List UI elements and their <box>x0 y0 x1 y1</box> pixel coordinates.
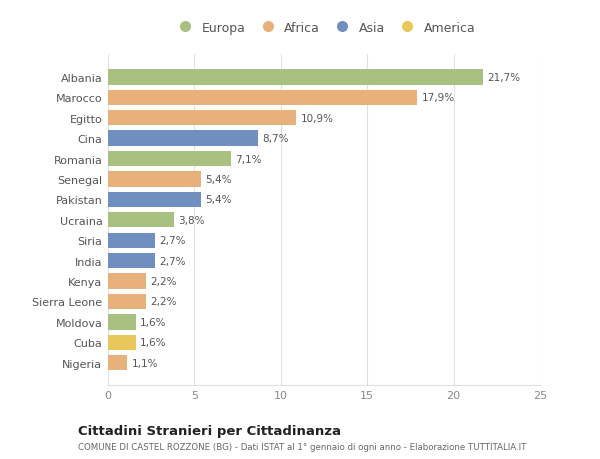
Bar <box>108 253 155 269</box>
Bar <box>108 111 296 126</box>
Text: 1,6%: 1,6% <box>140 317 166 327</box>
Bar <box>108 233 155 248</box>
Bar <box>108 274 146 289</box>
Text: 1,6%: 1,6% <box>140 337 166 347</box>
Bar <box>108 192 202 207</box>
Text: 17,9%: 17,9% <box>422 93 455 103</box>
Text: 2,2%: 2,2% <box>151 297 177 307</box>
Text: COMUNE DI CASTEL ROZZONE (BG) - Dati ISTAT al 1° gennaio di ogni anno - Elaboraz: COMUNE DI CASTEL ROZZONE (BG) - Dati IST… <box>78 442 526 451</box>
Text: 7,1%: 7,1% <box>235 154 262 164</box>
Text: 10,9%: 10,9% <box>301 113 334 123</box>
Bar <box>108 90 418 106</box>
Legend: Europa, Africa, Asia, America: Europa, Africa, Asia, America <box>173 22 475 34</box>
Bar <box>108 70 483 85</box>
Text: 2,7%: 2,7% <box>159 256 185 266</box>
Text: Cittadini Stranieri per Cittadinanza: Cittadini Stranieri per Cittadinanza <box>78 425 341 437</box>
Bar <box>108 172 202 187</box>
Bar <box>108 335 136 350</box>
Text: 5,4%: 5,4% <box>206 195 232 205</box>
Bar <box>108 355 127 370</box>
Text: 3,8%: 3,8% <box>178 215 205 225</box>
Text: 2,7%: 2,7% <box>159 236 185 246</box>
Text: 8,7%: 8,7% <box>263 134 289 144</box>
Bar <box>108 151 230 167</box>
Text: 21,7%: 21,7% <box>487 73 520 83</box>
Text: 5,4%: 5,4% <box>206 174 232 185</box>
Bar <box>108 131 259 146</box>
Bar <box>108 294 146 309</box>
Bar <box>108 213 173 228</box>
Text: 1,1%: 1,1% <box>131 358 158 368</box>
Text: 2,2%: 2,2% <box>151 276 177 286</box>
Bar <box>108 314 136 330</box>
